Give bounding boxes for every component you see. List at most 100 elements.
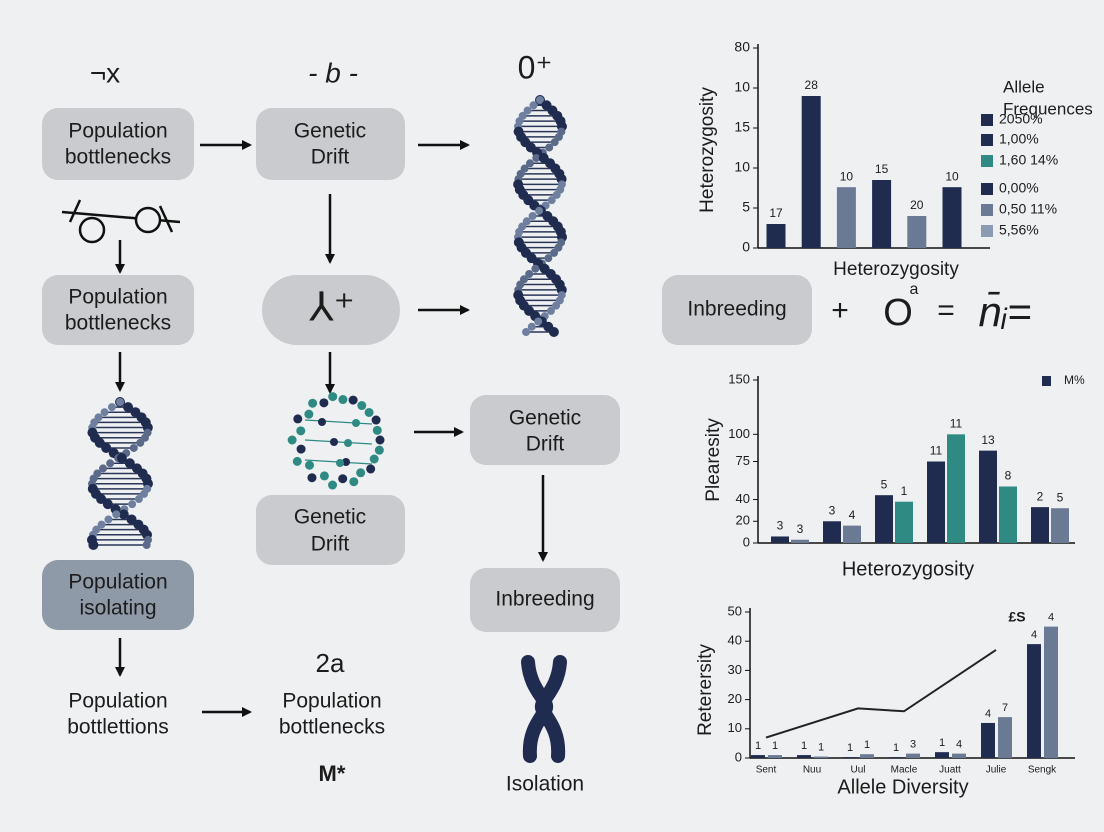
bar: [889, 757, 903, 758]
node-label: Population: [68, 690, 167, 713]
dna-bead: [123, 402, 134, 413]
legend-label: 0,00%: [999, 180, 1039, 196]
icon-line: [68, 199, 82, 223]
bar: [895, 501, 913, 543]
legend-title: Allele: [1003, 77, 1045, 96]
dna-bead: [548, 327, 559, 337]
dna-bead: [124, 458, 135, 469]
dna-bead: [126, 514, 137, 525]
network-node: [357, 401, 367, 411]
network-node: [307, 473, 317, 483]
dna-bead: [522, 328, 531, 336]
bar-label: 4: [1031, 629, 1037, 641]
bar: [872, 180, 892, 248]
bar-label: 7: [1002, 702, 1008, 714]
bar-label: 3: [777, 519, 784, 533]
legend-swatch: [1042, 376, 1051, 386]
legend-swatch: [981, 204, 993, 216]
node-label: bottlettions: [67, 716, 169, 739]
dna-icon: [513, 95, 567, 337]
bar: [952, 753, 966, 758]
legend-swatch: [981, 114, 993, 126]
node-label: Genetic: [509, 407, 581, 430]
network-node: [336, 459, 344, 467]
y-tick-label: 20: [736, 513, 750, 528]
legend-label: 1,00%: [999, 131, 1039, 147]
dna-bead: [525, 270, 534, 278]
network-node: [352, 419, 360, 427]
y-tick-label: 10: [728, 720, 742, 735]
bar-label: 1: [755, 740, 761, 752]
bar-label: 4: [849, 508, 856, 522]
node-label: isolating: [79, 597, 156, 620]
legend-label: 1,60 14%: [999, 152, 1058, 168]
charts: 0510151080172810152010HeterozygosityHete…: [695, 39, 1093, 799]
bar-label: 1: [847, 742, 853, 754]
dna-bead: [99, 464, 108, 473]
pill: [262, 275, 400, 345]
network-node: [296, 426, 306, 436]
icon-circle: [134, 206, 162, 234]
y-tick-label: 0: [743, 534, 750, 549]
bar-label: 10: [840, 169, 854, 183]
x-tick-label: Juatt: [939, 765, 961, 776]
node-label: bottlenecks: [65, 146, 171, 169]
legend-title: Frequences: [1003, 99, 1093, 118]
bar-label: 1: [939, 737, 945, 749]
bar: [981, 722, 995, 758]
equation-superscript: a: [910, 281, 919, 298]
annotation: £S: [1008, 609, 1025, 625]
chart: 0 10 20 30 40 50 Sent Nuu Uul Macle Juatt Julie Seng…: [695, 603, 1075, 798]
dna-bead: [112, 510, 121, 519]
symbol: M*: [319, 761, 346, 786]
bar-label: 1: [901, 484, 908, 498]
equation-result: n̄ᵢ=: [978, 288, 1031, 335]
bar: [766, 224, 786, 248]
dna-bead: [140, 433, 149, 442]
node-label: Population: [282, 690, 381, 713]
bar-label: 3: [797, 522, 804, 536]
y-tick-label: 15: [734, 119, 750, 135]
legend-label: 0,50 11%: [999, 201, 1057, 217]
dna-bead: [101, 442, 112, 453]
dna-bead: [545, 143, 554, 152]
network-edge: [304, 419, 373, 425]
network-node: [293, 414, 303, 424]
node-label: Population: [68, 571, 167, 594]
network-node: [372, 425, 382, 435]
legend-label: 5,56%: [999, 222, 1039, 238]
network-node: [338, 474, 348, 484]
bar-label: 5: [1057, 490, 1064, 504]
equation-circle: O: [883, 292, 913, 334]
node-label: Population: [68, 120, 167, 143]
y-tick-label: 40: [728, 633, 742, 648]
bar: [927, 461, 945, 543]
molecule-icon: [61, 199, 181, 244]
bar: [942, 187, 962, 248]
node-label: Inbreeding: [495, 588, 594, 611]
network-node: [366, 464, 376, 474]
bar: [999, 486, 1017, 543]
dna-bead: [552, 190, 561, 199]
network-node: [348, 395, 358, 405]
symbol: 0⁺: [518, 49, 553, 85]
bar: [979, 450, 997, 543]
equation-equals: =: [937, 294, 955, 327]
y-tick-label: 40: [736, 491, 750, 506]
bar-label: 20: [910, 198, 924, 212]
network-node: [292, 456, 302, 466]
x-tick-label: Macle: [891, 765, 918, 776]
dna-bead: [88, 540, 99, 550]
node-label: Population: [68, 286, 167, 309]
bar-label: 3: [910, 739, 916, 751]
bar: [860, 754, 874, 758]
node-box: [42, 108, 194, 180]
dna-bead: [140, 489, 149, 498]
y-tick-label: 75: [736, 453, 750, 468]
dna-bead: [531, 264, 540, 273]
y-axis-label: Reterersity: [695, 644, 716, 736]
dna-bead: [532, 154, 541, 162]
network-node: [349, 477, 359, 487]
dna-bead: [522, 217, 531, 226]
y-tick-label: 10: [734, 159, 750, 175]
